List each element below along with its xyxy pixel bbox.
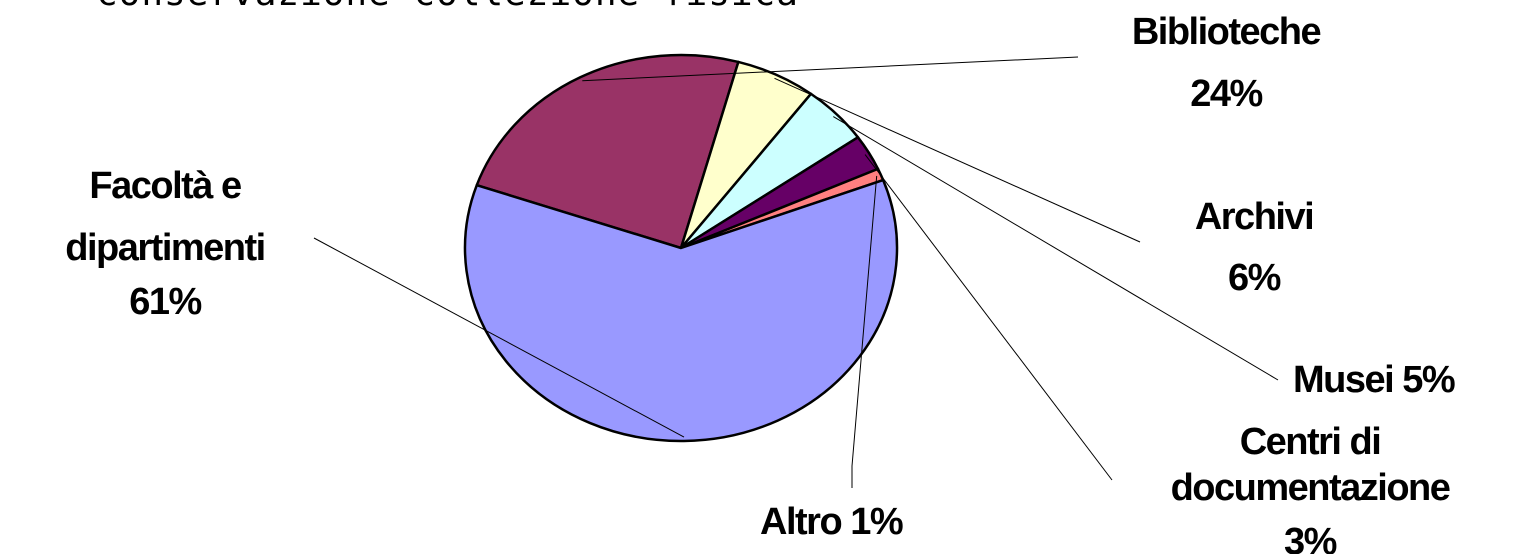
leader-line-musei-5: [833, 116, 1279, 381]
slice-label-facolta-e-line-3: 61%: [129, 281, 201, 323]
pie-slices: [463, 53, 899, 443]
slice-label-centri-di-line-2: documentazione: [1171, 467, 1450, 509]
slice-label-facolta-e: Facoltà e: [89, 165, 241, 207]
leader-line-altro-1: [851, 175, 878, 488]
slice-label-altro-1: Altro 1%: [760, 501, 903, 543]
pie-slice-facolta-e: [463, 178, 899, 443]
slice-label-biblioteche-line-2: 24%: [1190, 73, 1262, 115]
leader-lines: [313, 56, 1279, 488]
slice-label-centri-di-line-3: 3%: [1284, 521, 1337, 554]
slice-label-musei-5: Musei 5%: [1293, 359, 1455, 401]
leader-line-facolta-e: [313, 237, 685, 438]
slice-label-archivi: Archivi: [1195, 196, 1313, 238]
leader-line-biblioteche: [582, 56, 1079, 82]
slice-labels: Biblioteche 24% Archivi 6% Musei 5% Centri di…: [65, 11, 1456, 554]
leader-line-archivi: [774, 77, 1141, 243]
slice-label-archivi-line-2: 6%: [1228, 257, 1281, 299]
header-text: conservazione collezione fisica: [96, 0, 799, 14]
leader-line-centri-di: [864, 154, 1113, 481]
slice-label-facolta-e-line-2: dipartimenti: [65, 227, 264, 269]
slice-label-biblioteche: Biblioteche: [1132, 11, 1321, 53]
pie-slice-biblioteche: [475, 53, 740, 250]
slice-label-centri-di: Centri di: [1240, 421, 1381, 463]
